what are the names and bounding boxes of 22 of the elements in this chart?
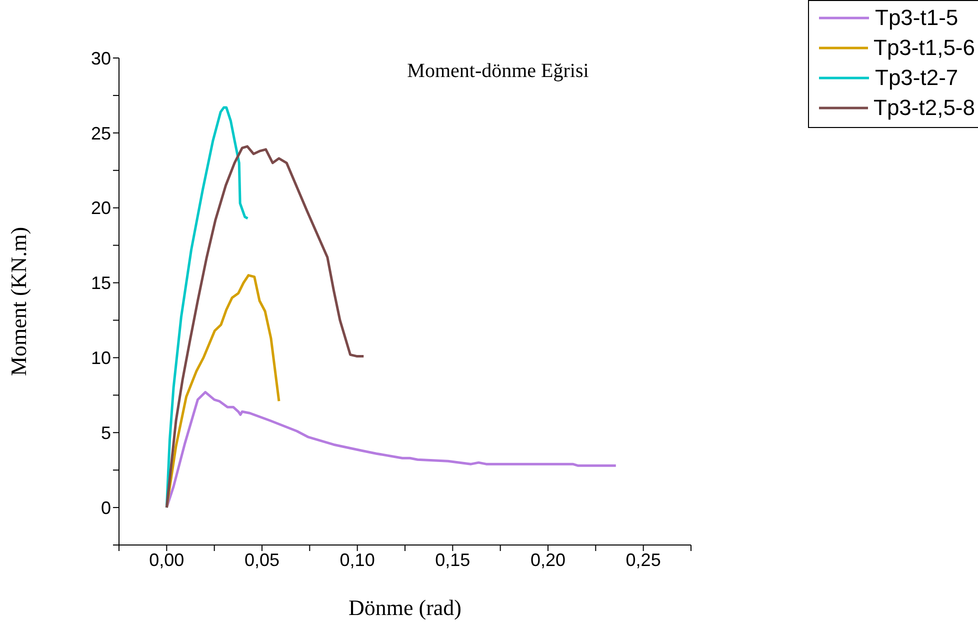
line-series xyxy=(165,390,618,509)
x-tick-label: 0,10 xyxy=(340,550,375,570)
y-tick-label: 15 xyxy=(90,273,111,294)
x-tick-label: 0,20 xyxy=(530,550,566,570)
line-series xyxy=(165,145,365,509)
legend-label: Tp3-t2-7 xyxy=(875,64,958,92)
chart-title: Moment-dönme Eğrisi xyxy=(406,60,590,83)
x-tick-label: 0,25 xyxy=(626,550,661,570)
x-tick-label: 0,05 xyxy=(244,550,280,570)
x-tick-label: 0,15 xyxy=(435,550,470,570)
legend-label: Tp3-t1,5-6 xyxy=(874,34,975,62)
y-tick-label: 0 xyxy=(100,498,111,518)
legend-label: Tp3-t2,5-8 xyxy=(874,94,975,122)
y-tick-label: 20 xyxy=(90,198,111,218)
legend-label: Tp3-t1-5 xyxy=(875,4,958,32)
y-tick-label: 5 xyxy=(100,423,111,444)
y-tick-label: 10 xyxy=(90,348,111,368)
x-tick-label: 0,00 xyxy=(149,550,184,570)
y-axis-title: Moment (KN.m) xyxy=(6,226,31,376)
y-tick-label: 25 xyxy=(90,123,111,144)
y-tick-label: 30 xyxy=(90,48,111,68)
x-axis-title: Dönme (rad) xyxy=(348,595,462,620)
